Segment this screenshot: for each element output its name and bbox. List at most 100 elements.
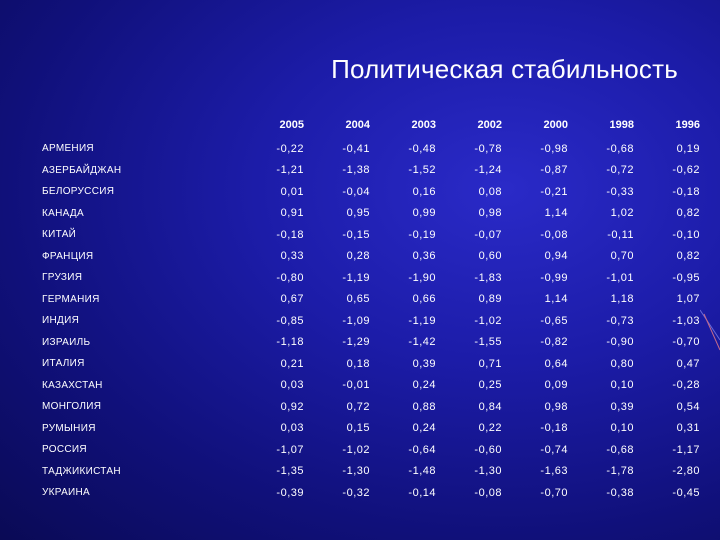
stability-value: -0,01 [342,379,370,392]
stability-value: -0,64 [408,443,436,456]
header-year: 2002 [477,119,502,131]
stability-value: -0,65 [540,314,568,327]
stability-value: 0,47 [676,357,700,370]
stability-value: 0,08 [478,185,502,198]
stability-value: 0,03 [280,422,304,435]
stability-value: -0,80 [276,271,304,284]
stability-value: -0,14 [408,486,436,499]
stability-value: -1,07 [276,443,304,456]
header-year: 1998 [609,119,634,131]
stability-value: -1,19 [408,314,436,327]
stability-value: 0,92 [280,400,304,413]
stability-value: -0,95 [672,271,700,284]
stability-value: -0,78 [474,142,502,155]
stability-value: 0,60 [478,250,502,263]
stability-value: -1,01 [606,271,634,284]
slide-title: Политическая стабильность [331,54,678,84]
stability-value: -0,22 [276,142,304,155]
stability-value: -0,45 [672,486,700,499]
stability-value: -0,82 [540,336,568,349]
stability-value: -1,30 [342,465,370,478]
header-country [34,112,244,138]
stability-value: 0,88 [412,400,436,413]
stability-value: 0,19 [676,142,700,155]
stability-value: 0,65 [346,293,370,306]
header-year: 2003 [411,119,436,131]
stability-value: -0,41 [342,142,370,155]
stability-value: 0,09 [544,379,568,392]
table-row: ГРУЗИЯ -0,80 -1,19 -1,90 -1,83 -0,99 -1,01 -0,9… [34,267,706,289]
stability-value: -0,18 [540,422,568,435]
country-name: БЕЛОРУССИЯ [42,186,115,198]
decorative-lines [700,309,720,351]
stability-value: -1,02 [342,443,370,456]
stability-value: -0,85 [276,314,304,327]
country-name: ИНДИЯ [42,315,80,327]
stability-value: -0,99 [540,271,568,284]
country-name: ТАДЖИКИСТАН [42,465,121,477]
stability-value: -2,80 [672,465,700,478]
stability-value: 0,89 [478,293,502,306]
table-row: ФРАНЦИЯ 0,33 0,28 0,36 0,60 0,94 0,70 0,82 [34,246,706,268]
stability-table: 2005 2004 2003 2002 2000 1998 1996 АРМЕНИЯ -0,2… [34,112,706,504]
table-row: КИТАЙ -0,18 -0,15 -0,19 -0,07 -0,08 -0,11 -0,10 [34,224,706,246]
stability-value: -0,70 [540,486,568,499]
stability-value: 0,24 [412,422,436,435]
stability-value: 0,24 [412,379,436,392]
stability-value: -0,87 [540,164,568,177]
stability-value: -1,52 [408,164,436,177]
stability-value: 0,03 [280,379,304,392]
table-row: КАНАДА 0,91 0,95 0,99 0,98 1,14 1,02 0,82 [34,203,706,225]
stability-value: -0,11 [607,228,634,241]
table-row: ИНДИЯ -0,85 -1,09 -1,19 -1,02 -0,65 -0,73 -1,03 [34,310,706,332]
stability-value: 1,07 [676,293,700,306]
stability-value: 0,16 [412,185,436,198]
stability-value: -1,48 [408,465,436,478]
table-row: ИТАЛИЯ 0,21 0,18 0,39 0,71 0,64 0,80 0,47 [34,353,706,375]
table-row: ИЗРАИЛЬ -1,18 -1,29 -1,42 -1,55 -0,82 -0,90 -0,… [34,332,706,354]
country-name: РОССИЯ [42,444,87,456]
stability-value: -0,19 [408,228,436,241]
stability-value: 0,18 [346,357,370,370]
stability-value: -1,55 [474,336,502,349]
country-name: КАНАДА [42,207,84,219]
stability-value: 1,14 [544,207,568,220]
stability-value: 0,15 [346,422,370,435]
stability-value: -0,21 [540,185,568,198]
stability-value: 1,14 [544,293,568,306]
stability-value: -1,78 [606,465,634,478]
country-name: РУМЫНИЯ [42,422,96,434]
stability-value: -1,09 [342,314,370,327]
stability-value: -1,30 [474,465,502,478]
stability-value: 1,02 [610,207,634,220]
stability-value: -0,48 [408,142,436,155]
stability-value: -0,33 [606,185,634,198]
stability-value: -1,42 [408,336,436,349]
table-row: МОНГОЛИЯ 0,92 0,72 0,88 0,84 0,98 0,39 0,54 [34,396,706,418]
header-year: 2004 [345,119,370,131]
stability-value: 0,64 [544,357,568,370]
table-row: АРМЕНИЯ -0,22 -0,41 -0,48 -0,78 -0,98 -0,68 0,1… [34,138,706,160]
stability-value: -0,72 [606,164,634,177]
stability-value: -1,83 [474,271,502,284]
country-name: КАЗАХСТАН [42,379,103,391]
stability-value: -0,18 [672,185,700,198]
stability-value: -0,39 [276,486,304,499]
stability-value: -0,04 [342,185,370,198]
header-year: 2005 [279,119,304,131]
table-header-row: 2005 2004 2003 2002 2000 1998 1996 [34,112,706,138]
stability-value: -0,70 [672,336,700,349]
stability-value: 0,01 [280,185,304,198]
country-name: ИЗРАИЛЬ [42,336,91,348]
stability-value: 0,39 [610,400,634,413]
stability-value: 0,36 [412,250,436,263]
stability-value: -1,90 [408,271,436,284]
country-name: МОНГОЛИЯ [42,401,102,413]
table-row: РОССИЯ -1,07 -1,02 -0,64 -0,60 -0,74 -0,68 -1,1… [34,439,706,461]
stability-value: 0,82 [676,250,700,263]
country-name: ГРУЗИЯ [42,272,83,284]
table-row: УКРАИНА -0,39 -0,32 -0,14 -0,08 -0,70 -0,38 -0,… [34,482,706,504]
table-row: БЕЛОРУССИЯ 0,01 -0,04 0,16 0,08 -0,21 -0,33 -0,… [34,181,706,203]
header-year: 2000 [543,119,568,131]
stability-value: -0,90 [606,336,634,349]
